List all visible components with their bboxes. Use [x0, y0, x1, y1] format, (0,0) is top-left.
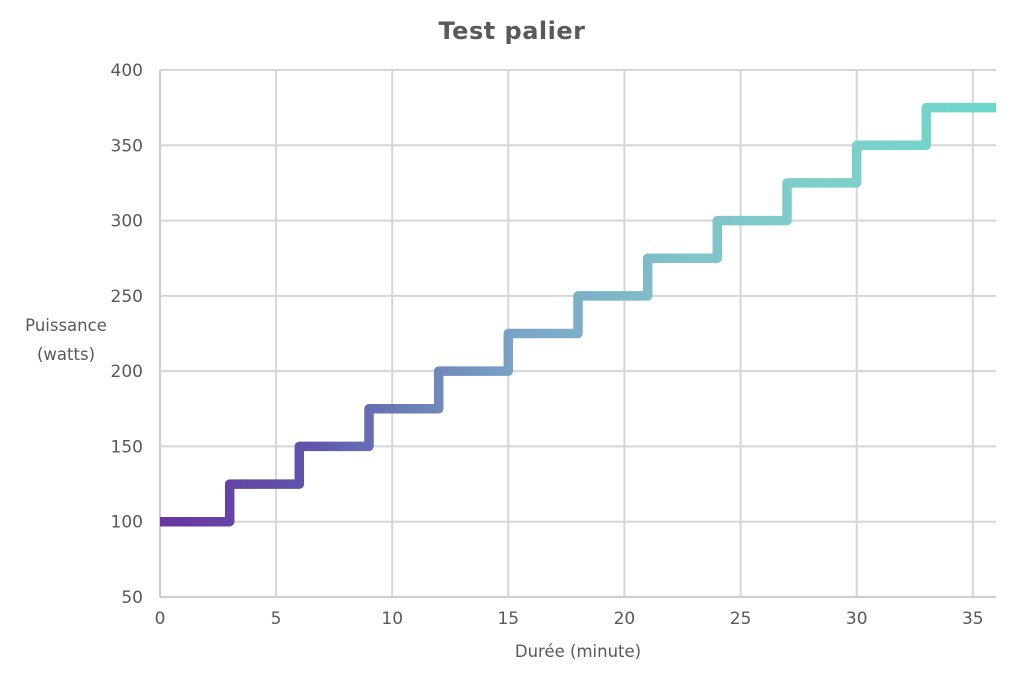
y-tick-label: 100: [111, 513, 143, 533]
y-axis-title-line2: (watts): [36, 345, 96, 364]
y-tick-label: 250: [111, 287, 143, 307]
power-step-series: [160, 102, 996, 527]
y-axis-title: Puissance (watts): [0, 311, 132, 369]
x-tick-label: 30: [846, 609, 868, 629]
y-tick-label: 300: [111, 212, 143, 232]
y-tick-label: 50: [121, 588, 143, 608]
y-tick-label: 350: [111, 136, 143, 156]
x-tick-label: 0: [155, 609, 166, 629]
x-tick-label: 25: [730, 609, 752, 629]
x-tick-label: 5: [271, 609, 282, 629]
x-tick-label: 20: [614, 609, 636, 629]
y-tick-label: 200: [111, 362, 143, 382]
y-tick-label: 150: [111, 437, 143, 457]
x-tick-label: 35: [962, 609, 984, 629]
x-tick-label: 15: [497, 609, 519, 629]
y-tick-label: 400: [111, 61, 143, 81]
x-axis-title: Durée (minute): [514, 642, 642, 661]
x-tick-label: 10: [381, 609, 403, 629]
chart-title: Test palier: [438, 17, 586, 45]
y-axis-title-line1: Puissance: [25, 316, 107, 335]
